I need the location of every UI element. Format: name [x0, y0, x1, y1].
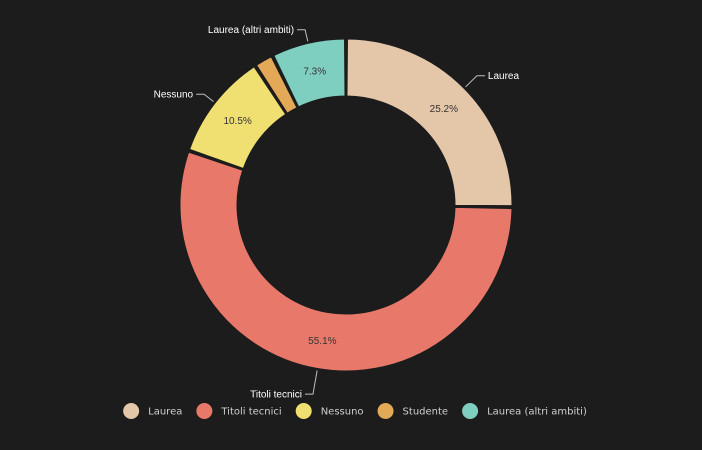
legend-item-titoli-tecnici[interactable]: Titoli tecnici [196, 403, 282, 419]
legend-swatch-laurea [123, 403, 140, 419]
callout-titoli-tecnici: Titoli tecnici [250, 390, 302, 401]
legend-swatch-laurea-altri-ambiti [462, 403, 479, 419]
slice-value-labels: 25.2% 55.1% 10.5% 7.3% [223, 67, 458, 347]
slice-nessuno [189, 66, 287, 169]
value-label-laurea-altri-ambiti: 7.3% [303, 67, 326, 78]
callout-nessuno: Nessuno [154, 90, 194, 101]
legend-item-laurea[interactable]: Laurea [123, 403, 182, 419]
legend-item-studente[interactable]: Studente [377, 403, 449, 419]
leader-line-laurea [465, 75, 485, 88]
leader-line-nessuno [196, 93, 214, 103]
legend-label-studente: Studente [403, 407, 449, 418]
value-label-titoli-tecnici: 55.1% [308, 336, 336, 347]
legend-swatch-studente [377, 403, 394, 419]
slice-callouts: Laurea Titoli tecnici Nessuno Laurea (altri… [154, 25, 520, 400]
legend-label-laurea-altri-ambiti: Laurea (altri ambiti) [487, 407, 587, 418]
legend-item-laurea-altri-ambiti[interactable]: Laurea (altri ambiti) [462, 403, 587, 419]
legend-item-nessuno[interactable]: Nessuno [295, 403, 364, 419]
leader-line-titoli-tecnici [304, 370, 318, 395]
donut-slices [179, 38, 513, 372]
chart-legend: Laurea Titoli tecnici Nessuno Studente Laure… [123, 403, 587, 419]
legend-label-laurea: Laurea [148, 407, 182, 418]
callout-laurea: Laurea [488, 71, 520, 82]
legend-swatch-titoli-tecnici [196, 403, 213, 419]
callout-laurea-altri-ambiti: Laurea (altri ambiti) [208, 25, 294, 36]
legend-label-nessuno: Nessuno [321, 407, 364, 418]
value-label-laurea: 25.2% [430, 104, 458, 115]
slice-titoli-tecnici [179, 151, 513, 372]
slice-studente [256, 56, 298, 114]
legend-label-titoli-tecnici: Titoli tecnici [220, 407, 281, 418]
leader-line-laurea-altri-ambiti [297, 29, 309, 42]
slice-laurea [346, 38, 513, 207]
value-label-nessuno: 10.5% [223, 116, 251, 127]
slice-laurea-altri-ambiti [273, 38, 346, 108]
legend-swatch-nessuno [295, 403, 312, 419]
